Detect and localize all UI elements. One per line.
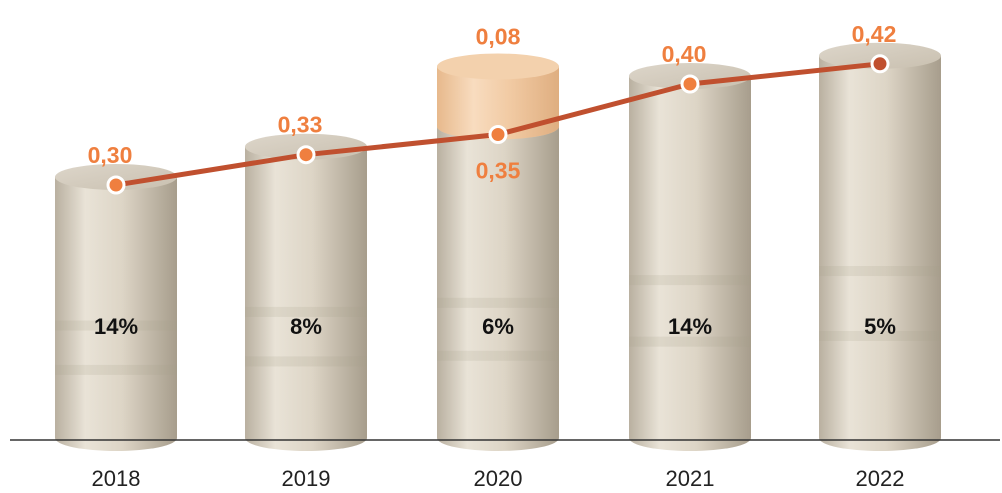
percent-label-2021: 14% <box>668 314 712 339</box>
cylinder-band <box>437 297 559 308</box>
cylinder-bars <box>55 42 941 452</box>
percent-label-2019: 8% <box>290 314 322 339</box>
cylinder-bar-2022 <box>819 55 941 452</box>
value-label-2018: 0,30 <box>88 142 133 168</box>
extra-value-label-2020: 0,08 <box>476 24 521 50</box>
x-tick-labels: 2018 2019 2020 2021 2022 <box>92 466 905 491</box>
value-label-2022: 0,42 <box>852 21 897 47</box>
cylinder-band <box>55 364 177 375</box>
x-tick-label-2019: 2019 <box>282 466 331 491</box>
percent-labels: 14% 8% 6% 14% 5% <box>94 314 896 339</box>
trend-points <box>106 54 890 195</box>
cylinder-extra-segment-2020 <box>437 66 559 140</box>
cylinder-bar-2020 <box>437 126 559 451</box>
x-tick-label-2021: 2021 <box>666 466 715 491</box>
cylinder-band <box>629 275 751 286</box>
trend-point-2021 <box>680 74 700 94</box>
x-tick-label-2020: 2020 <box>474 466 523 491</box>
cylinder-band <box>819 330 941 341</box>
value-label-2019: 0,33 <box>278 112 323 138</box>
trend-point-2020 <box>488 125 508 144</box>
percent-label-2022: 5% <box>864 314 896 339</box>
value-label-2020: 0,35 <box>476 158 521 184</box>
value-label-2021: 0,40 <box>662 41 707 67</box>
cylinder-band <box>245 306 367 317</box>
cylinder-band <box>55 320 177 331</box>
x-tick-label-2022: 2022 <box>856 466 905 491</box>
x-tick-label-2018: 2018 <box>92 466 141 491</box>
trend-point-2022 <box>870 54 890 74</box>
cylinder-band <box>819 266 941 277</box>
trend-point-2019 <box>296 145 316 165</box>
percent-label-2018: 14% <box>94 314 138 339</box>
trend-point-2018 <box>106 175 126 195</box>
value-labels: 0,30 0,33 0,08 0,35 0,40 0,42 <box>88 21 897 184</box>
cylinder-bar-2018 <box>55 177 177 451</box>
cylinder-band <box>245 356 367 367</box>
cylinder-bar-2021 <box>629 76 751 451</box>
cylinder-band <box>629 336 751 347</box>
cylinder-bar-2019 <box>245 146 367 451</box>
percent-label-2020: 6% <box>482 314 514 339</box>
cylinder-extra-top-2020 <box>437 53 559 80</box>
cylinder-band <box>437 350 559 361</box>
